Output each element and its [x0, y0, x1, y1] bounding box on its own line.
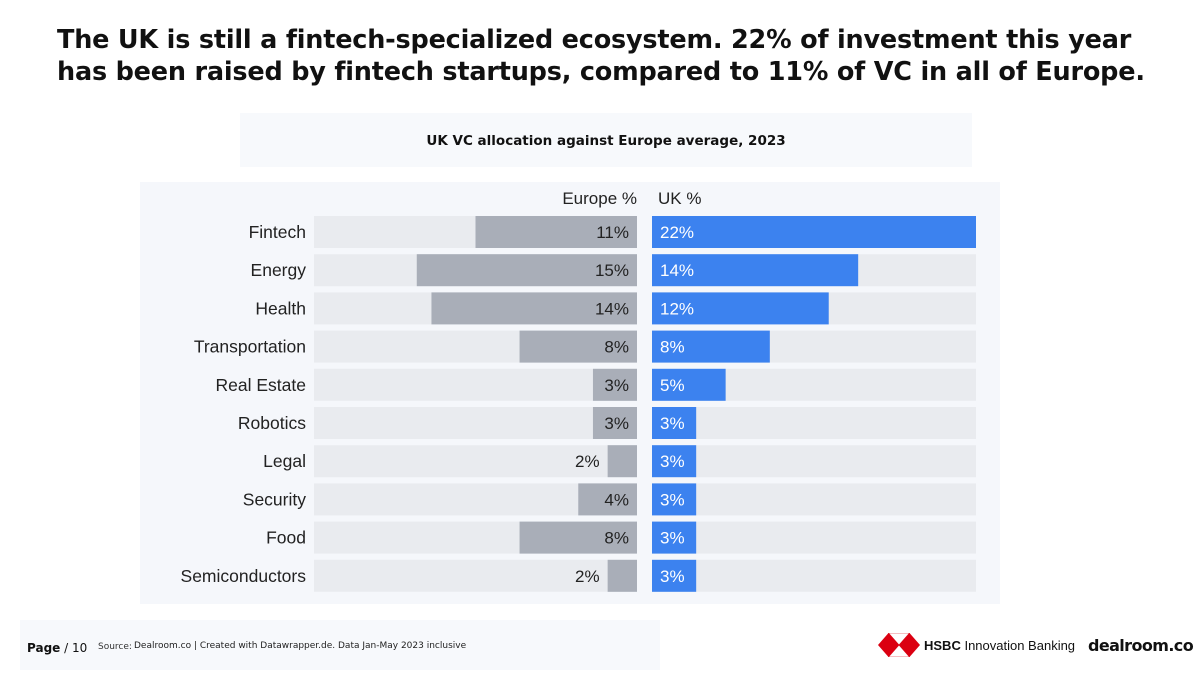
- europe-value-label-security: 4%: [604, 490, 629, 509]
- uk-value-label-security: 3%: [660, 490, 685, 509]
- category-label-energy: Energy: [251, 260, 307, 280]
- uk-value-label-real-estate: 5%: [660, 376, 685, 395]
- uk-value-label-energy: 14%: [660, 261, 694, 280]
- series-header-uk: UK %: [658, 189, 701, 208]
- europe-bar-food: [519, 521, 637, 554]
- uk-track-food: [652, 521, 976, 554]
- category-label-legal: Legal: [263, 451, 306, 471]
- footer-panel: [20, 620, 660, 670]
- chart-title-panel: [240, 113, 972, 167]
- source-label: Source:: [98, 642, 132, 652]
- uk-bar-health: [652, 292, 829, 325]
- europe-bar-fintech: [475, 216, 637, 248]
- category-label-security: Security: [243, 489, 306, 509]
- europe-value-label-semiconductors: 2%: [575, 567, 600, 586]
- europe-track-real-estate: [314, 368, 637, 401]
- europe-track-robotics: [314, 407, 637, 439]
- uk-track-legal: [652, 445, 976, 478]
- hsbc-wordmark-rest: Innovation Banking: [960, 638, 1076, 653]
- category-label-fintech: Fintech: [249, 222, 306, 242]
- series-header-europe: Europe %: [562, 189, 637, 208]
- europe-value-label-food: 8%: [604, 529, 629, 548]
- europe-value-label-fintech: 11%: [596, 223, 629, 242]
- page-headline: The UK is still a fintech-specialized ec…: [57, 25, 1145, 87]
- europe-bar-health: [431, 292, 637, 325]
- europe-value-label-health: 14%: [595, 299, 629, 318]
- hsbc-wordmark: HSBC Innovation Banking: [924, 638, 1075, 653]
- europe-bar-legal: [607, 445, 637, 478]
- uk-bar-transportation: [652, 330, 770, 363]
- uk-bar-fintech: [652, 216, 976, 248]
- uk-value-label-food: 3%: [660, 529, 685, 548]
- source-text: Dealroom.co | Created with Datawrapper.d…: [134, 641, 467, 651]
- chart-title: UK VC allocation against Europe average,…: [426, 133, 786, 149]
- uk-track-semiconductors: [652, 559, 976, 592]
- category-label-semiconductors: Semiconductors: [181, 566, 307, 586]
- europe-bar-semiconductors: [607, 559, 637, 592]
- dealroom-logo: dealroom.co: [1088, 636, 1194, 655]
- hsbc-hexagon-logo-icon: [878, 633, 920, 657]
- uk-value-label-transportation: 8%: [660, 338, 685, 357]
- europe-bar-transportation: [519, 330, 637, 363]
- category-label-robotics: Robotics: [238, 413, 306, 433]
- uk-value-label-semiconductors: 3%: [660, 567, 685, 586]
- chart-panel: Europe % UK % Fintech 11% 22% Energy 15% 14% Hea…: [140, 182, 1000, 604]
- europe-value-label-real-estate: 3%: [604, 376, 629, 395]
- uk-bar-legal: [652, 445, 697, 478]
- europe-value-label-robotics: 3%: [604, 414, 629, 433]
- uk-value-label-fintech: 22%: [660, 223, 694, 242]
- europe-bar-security: [578, 483, 637, 516]
- hsbc-logo-bottom: [888, 644, 910, 657]
- uk-value-label-legal: 3%: [660, 452, 685, 471]
- europe-bar-energy: [416, 254, 637, 287]
- europe-track-legal: [314, 445, 637, 478]
- europe-value-label-energy: 15%: [595, 261, 629, 280]
- uk-track-security: [652, 483, 976, 516]
- uk-bar-food: [652, 521, 697, 554]
- europe-bar-robotics: [592, 407, 637, 439]
- page-word: Page: [27, 641, 61, 655]
- uk-bar-energy: [652, 254, 859, 287]
- hsbc-logo-top: [888, 633, 910, 646]
- europe-value-label-legal: 2%: [575, 452, 600, 471]
- uk-bar-semiconductors: [652, 559, 697, 592]
- page-indicator: Page / 10: [27, 641, 87, 655]
- hsbc-wordmark-bold: HSBC: [924, 638, 961, 653]
- page-count: / 10: [64, 641, 88, 655]
- europe-track-semiconductors: [314, 559, 637, 592]
- uk-bar-real-estate: [652, 368, 726, 401]
- uk-value-label-robotics: 3%: [660, 414, 685, 433]
- category-label-health: Health: [255, 298, 306, 318]
- uk-bar-robotics: [652, 407, 697, 439]
- uk-track-robotics: [652, 407, 976, 439]
- category-label-transportation: Transportation: [194, 337, 306, 357]
- bar-chart: Europe % UK % Fintech 11% 22% Energy 15% 14% Hea…: [181, 189, 976, 592]
- europe-value-label-transportation: 8%: [604, 338, 629, 357]
- uk-bar-security: [652, 483, 697, 516]
- europe-bar-real-estate: [592, 368, 637, 401]
- category-label-real-estate: Real Estate: [216, 375, 306, 395]
- category-label-food: Food: [266, 528, 306, 548]
- uk-value-label-health: 12%: [660, 299, 694, 318]
